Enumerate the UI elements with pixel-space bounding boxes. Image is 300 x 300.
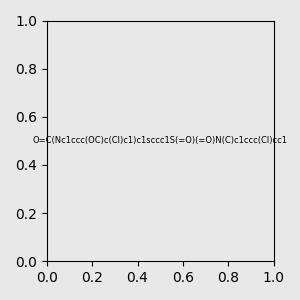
Text: O=C(Nc1ccc(OC)c(Cl)c1)c1sccc1S(=O)(=O)N(C)c1ccc(Cl)cc1: O=C(Nc1ccc(OC)c(Cl)c1)c1sccc1S(=O)(=O)N(… (33, 136, 288, 146)
